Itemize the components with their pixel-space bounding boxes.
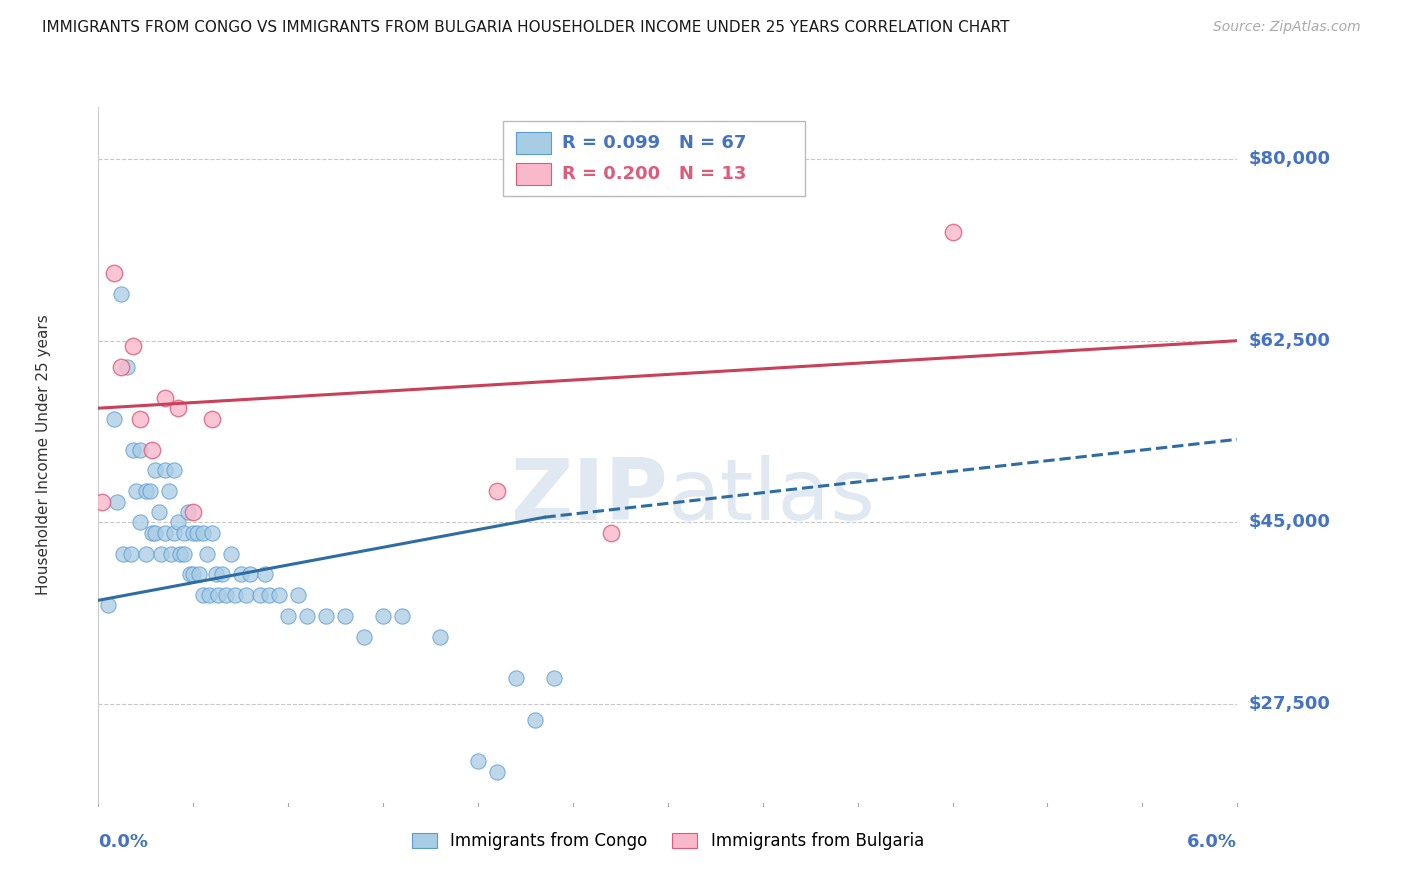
Text: Source: ZipAtlas.com: Source: ZipAtlas.com (1213, 20, 1361, 34)
Point (297, 608, 319, 623)
Point (173, 547, 195, 561)
Text: R = 0.200   N = 13: R = 0.200 N = 13 (562, 165, 747, 183)
Point (219, 547, 243, 561)
Point (287, 588, 309, 602)
Point (188, 567, 211, 582)
Point (91, 494, 114, 508)
Point (145, 525, 166, 540)
Point (148, 505, 170, 519)
Point (169, 547, 191, 561)
Point (207, 588, 229, 602)
Point (429, 630, 451, 644)
Point (110, 287, 132, 301)
Point (371, 608, 394, 623)
Point (391, 608, 413, 623)
Point (167, 401, 190, 416)
Point (110, 359, 132, 374)
Point (176, 505, 198, 519)
Point (235, 588, 257, 602)
Text: $27,500: $27,500 (1249, 695, 1330, 713)
Point (183, 567, 205, 582)
Point (153, 525, 176, 540)
Point (277, 608, 299, 623)
Point (186, 525, 208, 540)
Text: $45,000: $45,000 (1249, 514, 1330, 532)
Point (120, 547, 142, 561)
Point (201, 411, 224, 425)
Point (163, 463, 186, 477)
Point (159, 547, 181, 561)
Point (121, 339, 143, 353)
Point (523, 713, 546, 727)
Text: IMMIGRANTS FROM CONGO VS IMMIGRANTS FROM BULGARIA HOUSEHOLDER INCOME UNDER 25 YE: IMMIGRANTS FROM CONGO VS IMMIGRANTS FROM… (42, 20, 1010, 35)
Point (183, 505, 205, 519)
Point (145, 463, 166, 477)
Point (214, 588, 236, 602)
Point (191, 588, 214, 602)
Point (107, 494, 129, 508)
Point (150, 547, 173, 561)
FancyBboxPatch shape (516, 162, 551, 185)
Point (173, 525, 195, 540)
Point (115, 359, 138, 374)
Text: R = 0.099   N = 67: R = 0.099 N = 67 (562, 134, 747, 153)
Point (505, 671, 527, 685)
Point (129, 411, 152, 425)
Text: Householder Income Under 25 years: Householder Income Under 25 years (37, 315, 51, 595)
FancyBboxPatch shape (503, 121, 804, 196)
Legend: Immigrants from Congo, Immigrants from Bulgaria: Immigrants from Congo, Immigrants from B… (405, 826, 931, 857)
Point (467, 754, 489, 768)
Point (353, 630, 375, 644)
Point (205, 567, 228, 582)
Point (157, 484, 180, 499)
Point (259, 588, 281, 602)
Point (254, 567, 277, 582)
Point (112, 547, 135, 561)
Point (179, 567, 201, 582)
Point (543, 671, 565, 685)
Point (103, 411, 125, 425)
Point (942, 225, 965, 239)
Point (486, 764, 509, 779)
Point (201, 525, 224, 540)
Point (135, 484, 157, 499)
Point (195, 547, 218, 561)
Point (141, 442, 163, 457)
Point (239, 567, 262, 582)
Point (163, 525, 186, 540)
Point (335, 608, 357, 623)
Point (191, 525, 214, 540)
Text: $62,500: $62,500 (1249, 332, 1330, 350)
Point (97, 599, 120, 613)
Point (315, 608, 337, 623)
Point (167, 516, 190, 530)
Point (197, 588, 219, 602)
Point (129, 516, 152, 530)
Point (153, 391, 176, 405)
Point (267, 588, 290, 602)
Point (211, 567, 233, 582)
Text: 0.0%: 0.0% (98, 833, 149, 851)
Point (153, 463, 176, 477)
Point (600, 525, 623, 540)
Point (135, 547, 157, 561)
Point (125, 484, 148, 499)
Point (183, 525, 205, 540)
Point (129, 442, 152, 457)
Text: $80,000: $80,000 (1249, 150, 1330, 168)
Point (486, 484, 509, 499)
Point (249, 588, 271, 602)
Point (121, 442, 143, 457)
FancyBboxPatch shape (516, 132, 551, 154)
Point (141, 525, 163, 540)
Text: ZIP: ZIP (510, 455, 668, 538)
Point (229, 567, 252, 582)
Text: 6.0%: 6.0% (1187, 833, 1237, 851)
Point (224, 588, 246, 602)
Point (103, 266, 125, 280)
Point (138, 484, 160, 499)
Text: atlas: atlas (668, 455, 876, 538)
